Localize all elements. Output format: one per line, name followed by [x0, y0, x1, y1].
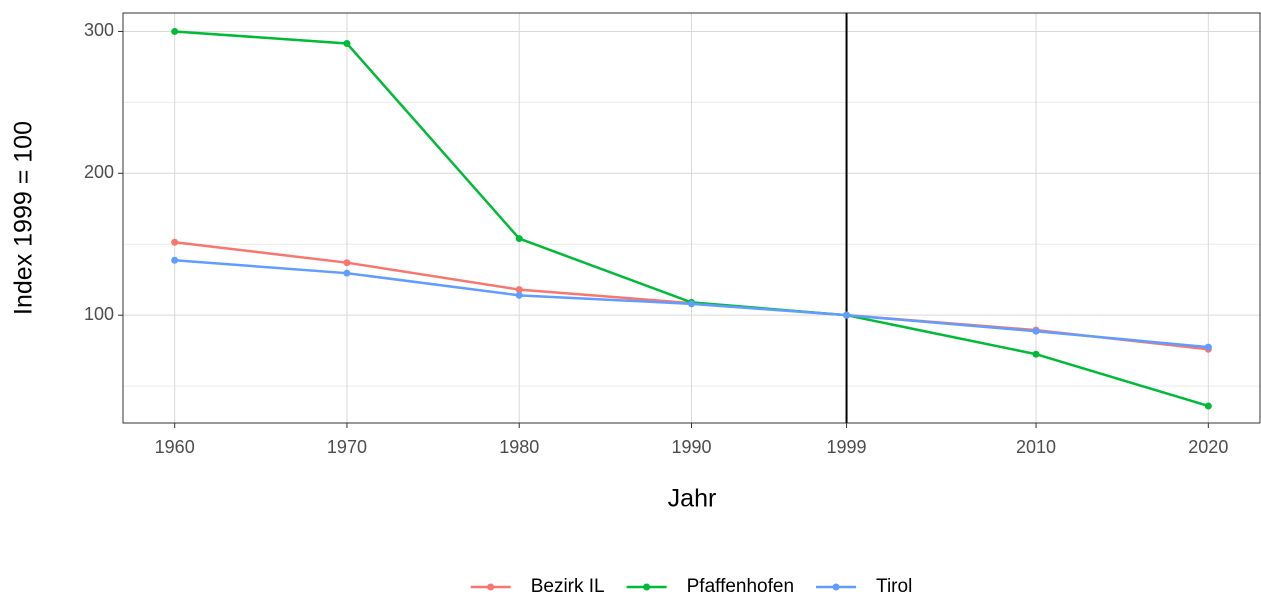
legend-label: Pfaffenhofen [687, 576, 794, 596]
point [1204, 343, 1212, 351]
legend-key-point [643, 583, 651, 591]
point [343, 259, 351, 267]
legend-key-point [487, 583, 495, 591]
panel-border [122, 12, 1261, 424]
point [515, 286, 523, 294]
x-tick-label: 1960 [155, 437, 195, 457]
x-tick-label: 2010 [1016, 437, 1056, 457]
legend-key-point [832, 583, 840, 591]
point [171, 238, 179, 246]
point [171, 27, 179, 35]
point [1204, 402, 1212, 410]
x-tick-label: 1970 [327, 437, 367, 457]
x-axis-title: Jahr [668, 485, 717, 513]
point [1032, 327, 1040, 335]
x-tick-label: 2020 [1188, 437, 1228, 457]
legend-label: Tirol [876, 576, 912, 596]
point [515, 235, 523, 243]
point [688, 300, 695, 308]
x-tick-label: 1999 [827, 437, 867, 457]
point [343, 40, 351, 48]
point [843, 311, 851, 319]
point [343, 269, 351, 277]
x-tick-label: 1990 [671, 437, 711, 457]
y-tick-label: 300 [84, 20, 114, 40]
legend-label: Bezirk IL [531, 576, 605, 596]
x-tick-label: 1980 [499, 437, 539, 457]
point [171, 256, 179, 264]
y-axis-title: Index 1999 = 100 [10, 121, 38, 315]
y-tick-label: 100 [84, 304, 114, 324]
point [515, 291, 523, 299]
point [1032, 350, 1040, 358]
y-tick-label: 200 [84, 162, 114, 182]
